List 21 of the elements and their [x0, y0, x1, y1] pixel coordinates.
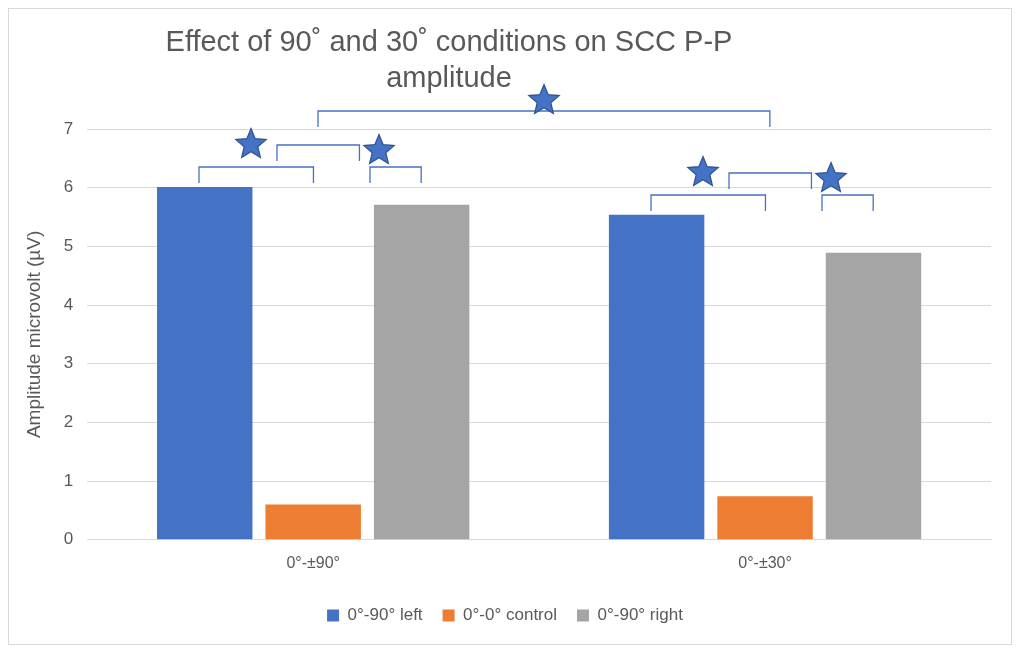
x-tick-label: 0°-±30° — [738, 553, 792, 571]
bar — [265, 504, 361, 540]
y-tick-label: 1 — [63, 470, 74, 490]
bar — [373, 204, 470, 540]
y-tick-label: 3 — [63, 353, 74, 373]
bar — [825, 252, 922, 540]
legend-label: 0°-90° right — [597, 605, 684, 625]
y-axis-title: Amplitude microvolt (µV) — [22, 230, 44, 439]
x-tick-label: 0°-±90° — [286, 553, 340, 571]
y-tick-label: 5 — [63, 236, 74, 256]
y-tick-label: 6 — [63, 177, 74, 197]
bar — [717, 496, 813, 540]
y-tick-label: 2 — [63, 412, 74, 432]
chart-title: Effect of 90˚ and 30˚ conditions on SCC P-P amplitude — [164, 24, 734, 96]
y-tick-label: 4 — [63, 294, 74, 314]
y-tick-label: 0 — [63, 529, 74, 549]
bar — [608, 214, 705, 540]
legend-label: 0°-90° left — [347, 605, 423, 625]
bar — [157, 187, 253, 540]
legend-label: 0°-0° control — [463, 605, 558, 625]
y-tick-label: 7 — [63, 118, 74, 138]
